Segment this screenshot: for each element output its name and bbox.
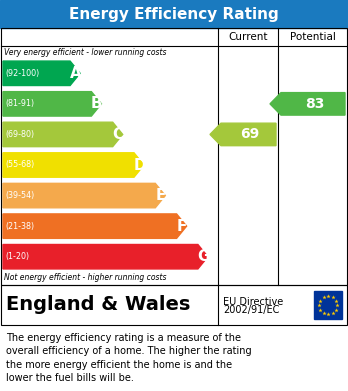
Text: (92-100): (92-100) <box>5 69 39 78</box>
Text: 2002/91/EC: 2002/91/EC <box>223 305 279 315</box>
Polygon shape <box>3 153 144 177</box>
Text: England & Wales: England & Wales <box>6 296 190 314</box>
Text: 83: 83 <box>305 97 324 111</box>
Text: (69-80): (69-80) <box>5 130 34 139</box>
Text: Potential: Potential <box>290 32 336 42</box>
Polygon shape <box>3 244 208 269</box>
Polygon shape <box>3 61 80 86</box>
Text: G: G <box>197 249 209 264</box>
Text: D: D <box>133 158 146 172</box>
Text: Energy Efficiency Rating: Energy Efficiency Rating <box>69 7 279 22</box>
Text: Current: Current <box>228 32 268 42</box>
Text: Very energy efficient - lower running costs: Very energy efficient - lower running co… <box>4 48 166 57</box>
Text: B: B <box>91 96 103 111</box>
Polygon shape <box>3 91 101 116</box>
Text: C: C <box>113 127 124 142</box>
Text: 69: 69 <box>240 127 260 142</box>
Text: (1-20): (1-20) <box>5 252 29 261</box>
Polygon shape <box>3 122 123 147</box>
Text: (21-38): (21-38) <box>5 222 34 231</box>
Text: F: F <box>177 219 187 234</box>
Text: EU Directive: EU Directive <box>223 297 283 307</box>
Bar <box>1 28 347 285</box>
Text: A: A <box>70 66 81 81</box>
Text: E: E <box>156 188 166 203</box>
Polygon shape <box>3 214 187 239</box>
Polygon shape <box>3 183 165 208</box>
Text: (39-54): (39-54) <box>5 191 34 200</box>
Bar <box>1 285 347 325</box>
Text: (55-68): (55-68) <box>5 160 34 170</box>
Bar <box>0 0 348 28</box>
Polygon shape <box>270 93 345 115</box>
Text: The energy efficiency rating is a measure of the
overall efficiency of a home. T: The energy efficiency rating is a measur… <box>6 333 252 383</box>
Bar <box>314 291 342 319</box>
Text: Not energy efficient - higher running costs: Not energy efficient - higher running co… <box>4 273 166 282</box>
Text: (81-91): (81-91) <box>5 99 34 108</box>
Polygon shape <box>210 123 276 146</box>
